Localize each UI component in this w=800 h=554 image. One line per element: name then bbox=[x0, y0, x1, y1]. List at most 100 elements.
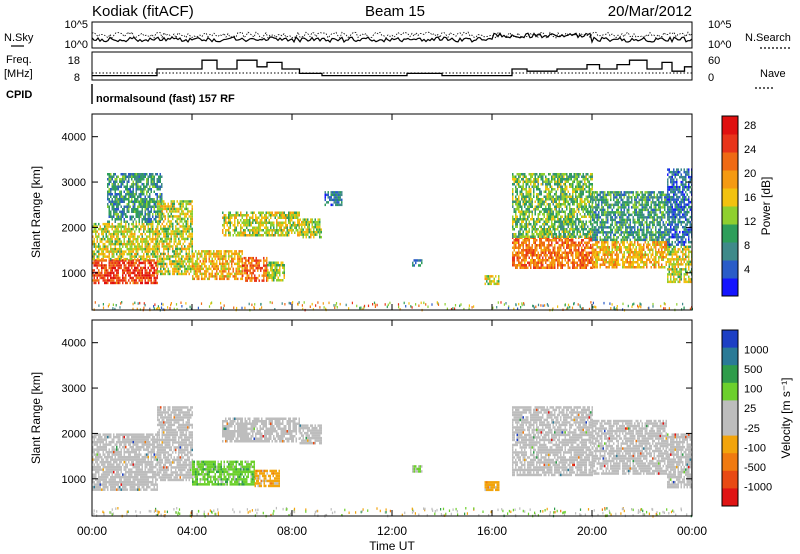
heatmap-cell bbox=[135, 183, 137, 186]
heatmap-cell bbox=[590, 230, 592, 233]
heatmap-cell bbox=[163, 207, 165, 211]
heatmap-cell bbox=[214, 255, 216, 258]
heatmap-cell bbox=[202, 260, 204, 263]
heatmap-cell bbox=[143, 237, 145, 241]
heatmap-cell bbox=[613, 258, 615, 261]
heatmap-cell bbox=[640, 258, 642, 261]
heatmap-cell bbox=[536, 249, 538, 252]
heatmap-cell bbox=[560, 178, 562, 181]
heatmap-cell bbox=[545, 183, 547, 186]
heatmap-cell bbox=[249, 234, 251, 237]
heatmap-cell bbox=[531, 200, 533, 203]
heatmap-cell bbox=[113, 213, 115, 216]
heatmap-cell bbox=[117, 213, 119, 216]
heatmap-cell bbox=[515, 175, 517, 178]
heatmap-cell bbox=[632, 251, 634, 254]
heatmap-cell bbox=[585, 198, 587, 201]
heatmap-cell bbox=[521, 218, 523, 221]
heatmap-cell bbox=[113, 250, 115, 253]
heatmap-cell bbox=[249, 271, 251, 275]
heatmap-cell bbox=[489, 277, 491, 281]
heatmap-cell bbox=[225, 229, 227, 232]
heatmap-cell bbox=[661, 258, 663, 261]
heatmap-cell bbox=[560, 188, 562, 191]
heatmap-cell bbox=[99, 227, 101, 231]
heatmap-cell bbox=[598, 256, 600, 259]
heatmap-cell bbox=[240, 255, 242, 258]
heatmap-cell bbox=[525, 249, 527, 252]
heatmap-cell bbox=[522, 198, 524, 201]
heatmap-cell bbox=[114, 242, 116, 246]
heatmap-cell bbox=[123, 269, 125, 272]
heatmap-cell bbox=[243, 264, 245, 267]
heatmap-cell bbox=[134, 183, 136, 186]
heatmap-cell bbox=[561, 193, 563, 196]
heatmap-cell bbox=[243, 224, 245, 227]
heatmap-cell bbox=[137, 185, 139, 188]
heatmap-cell bbox=[163, 205, 165, 208]
heatmap-cell bbox=[144, 271, 146, 275]
heatmap-cell bbox=[105, 266, 107, 270]
heatmap-cell bbox=[634, 253, 636, 256]
heatmap-cell bbox=[163, 212, 165, 216]
heatmap-cell bbox=[129, 195, 131, 198]
heatmap-cell bbox=[641, 253, 643, 256]
heatmap-cell bbox=[590, 213, 592, 216]
heatmap-cell bbox=[531, 256, 533, 259]
heatmap-cell bbox=[545, 259, 547, 262]
heatmap-cell bbox=[156, 195, 158, 198]
heatmap-cell bbox=[596, 238, 598, 242]
heatmap-cell bbox=[599, 238, 601, 242]
heatmap-cell bbox=[185, 202, 187, 206]
heatmap-cell bbox=[640, 248, 642, 251]
heatmap-cell bbox=[211, 275, 213, 278]
heatmap-cell bbox=[285, 216, 287, 219]
heatmap-cell bbox=[487, 277, 489, 281]
heatmap-cell bbox=[587, 256, 589, 259]
heatmap-cell bbox=[240, 265, 242, 268]
heatmap-cell bbox=[163, 265, 165, 268]
heatmap-cell bbox=[584, 183, 586, 186]
heatmap-cell bbox=[129, 274, 131, 277]
heatmap-cell bbox=[539, 239, 541, 242]
heatmap-cell bbox=[159, 195, 161, 198]
heatmap-cell bbox=[163, 242, 165, 246]
heatmap-cell bbox=[316, 225, 318, 229]
heatmap-cell bbox=[279, 274, 281, 277]
heatmap-cell bbox=[117, 261, 119, 265]
heatmap-cell bbox=[146, 257, 148, 261]
heatmap-cell bbox=[117, 225, 119, 228]
heatmap-cell bbox=[243, 219, 245, 222]
heatmap-cell bbox=[638, 243, 640, 246]
heatmap-cell bbox=[141, 269, 143, 272]
heatmap-cell bbox=[661, 253, 663, 256]
heatmap-cell bbox=[587, 210, 589, 213]
heatmap-cell bbox=[220, 252, 222, 256]
heatmap-cell bbox=[596, 263, 598, 266]
heatmap-cell bbox=[119, 245, 121, 248]
heatmap-cell bbox=[581, 198, 583, 201]
heatmap-cell bbox=[566, 193, 568, 196]
heatmap-cell bbox=[98, 245, 100, 248]
heatmap-cell bbox=[558, 244, 560, 247]
heatmap-cell bbox=[147, 220, 149, 223]
heatmap-cell bbox=[229, 224, 231, 227]
heatmap-cell bbox=[229, 275, 231, 278]
heatmap-cell bbox=[569, 210, 571, 213]
heatmap-cell bbox=[582, 200, 584, 203]
heatmap-cell bbox=[262, 221, 264, 224]
heatmap-cell bbox=[261, 221, 263, 224]
heatmap-cell bbox=[113, 255, 115, 258]
heatmap-cell bbox=[279, 221, 281, 224]
heatmap-cell bbox=[536, 244, 538, 247]
heatmap-cell bbox=[129, 245, 131, 248]
heatmap-cell bbox=[561, 215, 563, 218]
heatmap-cell bbox=[235, 216, 237, 219]
heatmap-cell bbox=[584, 180, 586, 183]
heatmap-cell bbox=[158, 202, 160, 206]
heatmap-cell bbox=[191, 222, 193, 226]
heatmap-cell bbox=[113, 232, 115, 236]
heatmap-cell bbox=[201, 252, 203, 256]
heatmap-cell bbox=[141, 247, 143, 251]
heatmap-cell bbox=[572, 251, 574, 254]
